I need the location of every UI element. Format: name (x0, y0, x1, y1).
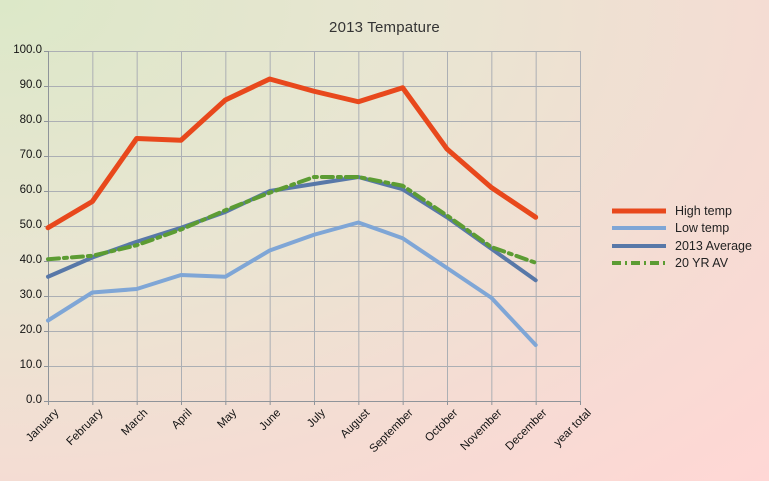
gridlines (48, 51, 581, 402)
legend-label-20-yr-av: 20 YR AV (675, 256, 729, 271)
legend-item-high-temp[interactable]: High temp (610, 202, 752, 220)
legend-item-2013-average[interactable]: 2013 Average (610, 237, 752, 255)
y-tick-label: 0.0 (26, 394, 42, 406)
y-tick-label: 50.0 (19, 219, 42, 231)
legend-item-20-yr-av[interactable]: 20 YR AV (610, 255, 752, 273)
legend-line-2013-average-icon (612, 243, 666, 248)
legend: High temp Low temp 2013 Average 20 YR AV (610, 202, 752, 272)
axes (44, 51, 581, 405)
series-low-temp[interactable] (46, 220, 538, 347)
y-tick-label: 60.0 (19, 184, 42, 196)
y-tick-label: 70.0 (19, 149, 42, 161)
legend-line-high-temp-icon (612, 208, 666, 214)
y-tick-label: 20.0 (19, 324, 42, 336)
legend-line-low-temp-icon (612, 226, 666, 231)
chart-title: 2013 Tempature (329, 19, 440, 36)
legend-label-low-temp: Low temp (675, 221, 730, 236)
series-20-yr-av[interactable] (46, 175, 538, 265)
y-tick-label: 90.0 (19, 79, 42, 91)
y-tick-label: 80.0 (19, 114, 42, 126)
series-high-temp[interactable] (45, 76, 539, 231)
legend-label-high-temp: High temp (675, 203, 732, 218)
y-tick-label: 30.0 (19, 289, 42, 301)
y-tick-label: 10.0 (19, 359, 42, 371)
legend-label-2013-average: 2013 Average (675, 238, 752, 253)
y-tick-label: 40.0 (19, 254, 42, 266)
legend-line-20-yr-av-icon (612, 261, 666, 266)
y-tick-label: 100.0 (13, 44, 42, 56)
legend-item-low-temp[interactable]: Low temp (610, 220, 752, 238)
